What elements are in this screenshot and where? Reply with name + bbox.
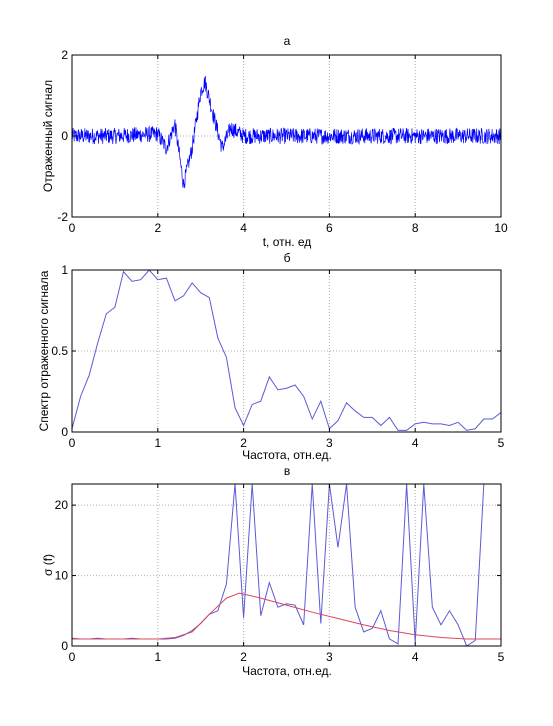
panel-b-ytick-label: 0: [61, 425, 68, 439]
panel-b-title: б: [284, 251, 291, 265]
panel-b-axes: [71, 269, 502, 433]
panel-b-xtick-label: 0: [69, 436, 76, 450]
panel-a-xtick-label: 4: [240, 221, 247, 235]
panel-c-grid: [72, 484, 501, 646]
panel-a-xtick-label: 10: [494, 221, 508, 235]
panel-a-xtick-label: 8: [412, 221, 419, 235]
panel-b-xtick-label: 5: [498, 436, 505, 450]
panel-c-ytick-label: 10: [55, 569, 69, 583]
panel-a-title: а: [284, 34, 291, 48]
panel-b-series-line-1: [72, 270, 501, 431]
panel-a: а 0 2 4 6 8 10-202 t, отн. ед Отраженный сигн…: [41, 34, 508, 249]
panel-c-xtick-label: 4: [412, 650, 419, 664]
panel-c-series-line-2: [72, 592, 501, 640]
panel-c-xtick-label: 3: [326, 650, 333, 664]
panel-b-xlabel: Частота, отн.ед.: [242, 448, 332, 462]
panel-b-xtick-label: 2: [240, 436, 247, 450]
panel-c-xtick-label: 5: [498, 650, 505, 664]
panel-a-xtick-label: 2: [154, 221, 161, 235]
panel-c-ytick-label: 20: [55, 498, 69, 512]
panel-c-ylabel: σ (f): [41, 554, 55, 576]
panel-c-xtick-label: 2: [240, 650, 247, 664]
panel-a-ticks: 0 2 4 6 8 10-202: [57, 48, 508, 235]
panel-c-series: [72, 484, 501, 646]
panel-b-xtick-label: 3: [326, 436, 333, 450]
panel-c-xtick-label: 0: [69, 650, 76, 664]
panel-b-ticks: 0 1 2 3 4 5 0 0.5 1: [51, 263, 504, 450]
panel-c-ticks: 0 1 2 3 4 5 0 10 20: [55, 484, 505, 664]
panel-a-ytick-label: 2: [61, 48, 68, 62]
panel-b: б 0 1 2 3 4 5 0 0.5 1 Частота, отн.ед. Спектр от…: [37, 251, 505, 462]
panel-c-xlabel: Частота, отн.ед.: [242, 664, 332, 678]
panel-a-series: [72, 75, 501, 189]
panel-c-series-line-1: [72, 484, 501, 646]
panel-c-ytick-label: 0: [61, 639, 68, 653]
panel-b-ytick-label: 0.5: [51, 344, 68, 358]
panel-a-ylabel: Отраженный сигнал: [41, 80, 55, 192]
panel-c-xtick-label: 1: [154, 650, 161, 664]
panel-a-ytick-label: -2: [57, 210, 68, 224]
panel-b-ytick-label: 1: [61, 263, 68, 277]
panel-c-title: в: [284, 464, 290, 478]
panel-b-ylabel: Спектр отраженного сигнала: [37, 270, 51, 431]
panel-a-xtick-label: 0: [69, 221, 76, 235]
panel-b-xtick-label: 4: [412, 436, 419, 450]
panel-b-grid: [72, 270, 501, 432]
panel-c-axes: [71, 483, 502, 647]
panel-c: в 0 1 2 3 4 5 0 10 20 Частота, отн.ед. σ (f): [41, 464, 505, 678]
panel-b-series: [72, 270, 501, 431]
panel-a-xlabel: t, отн. ед: [263, 235, 312, 249]
panel-a-ytick-label: 0: [61, 129, 68, 143]
panel-a-series-line-1: [72, 75, 501, 189]
panel-a-xtick-label: 6: [326, 221, 333, 235]
panel-b-xtick-label: 1: [154, 436, 161, 450]
